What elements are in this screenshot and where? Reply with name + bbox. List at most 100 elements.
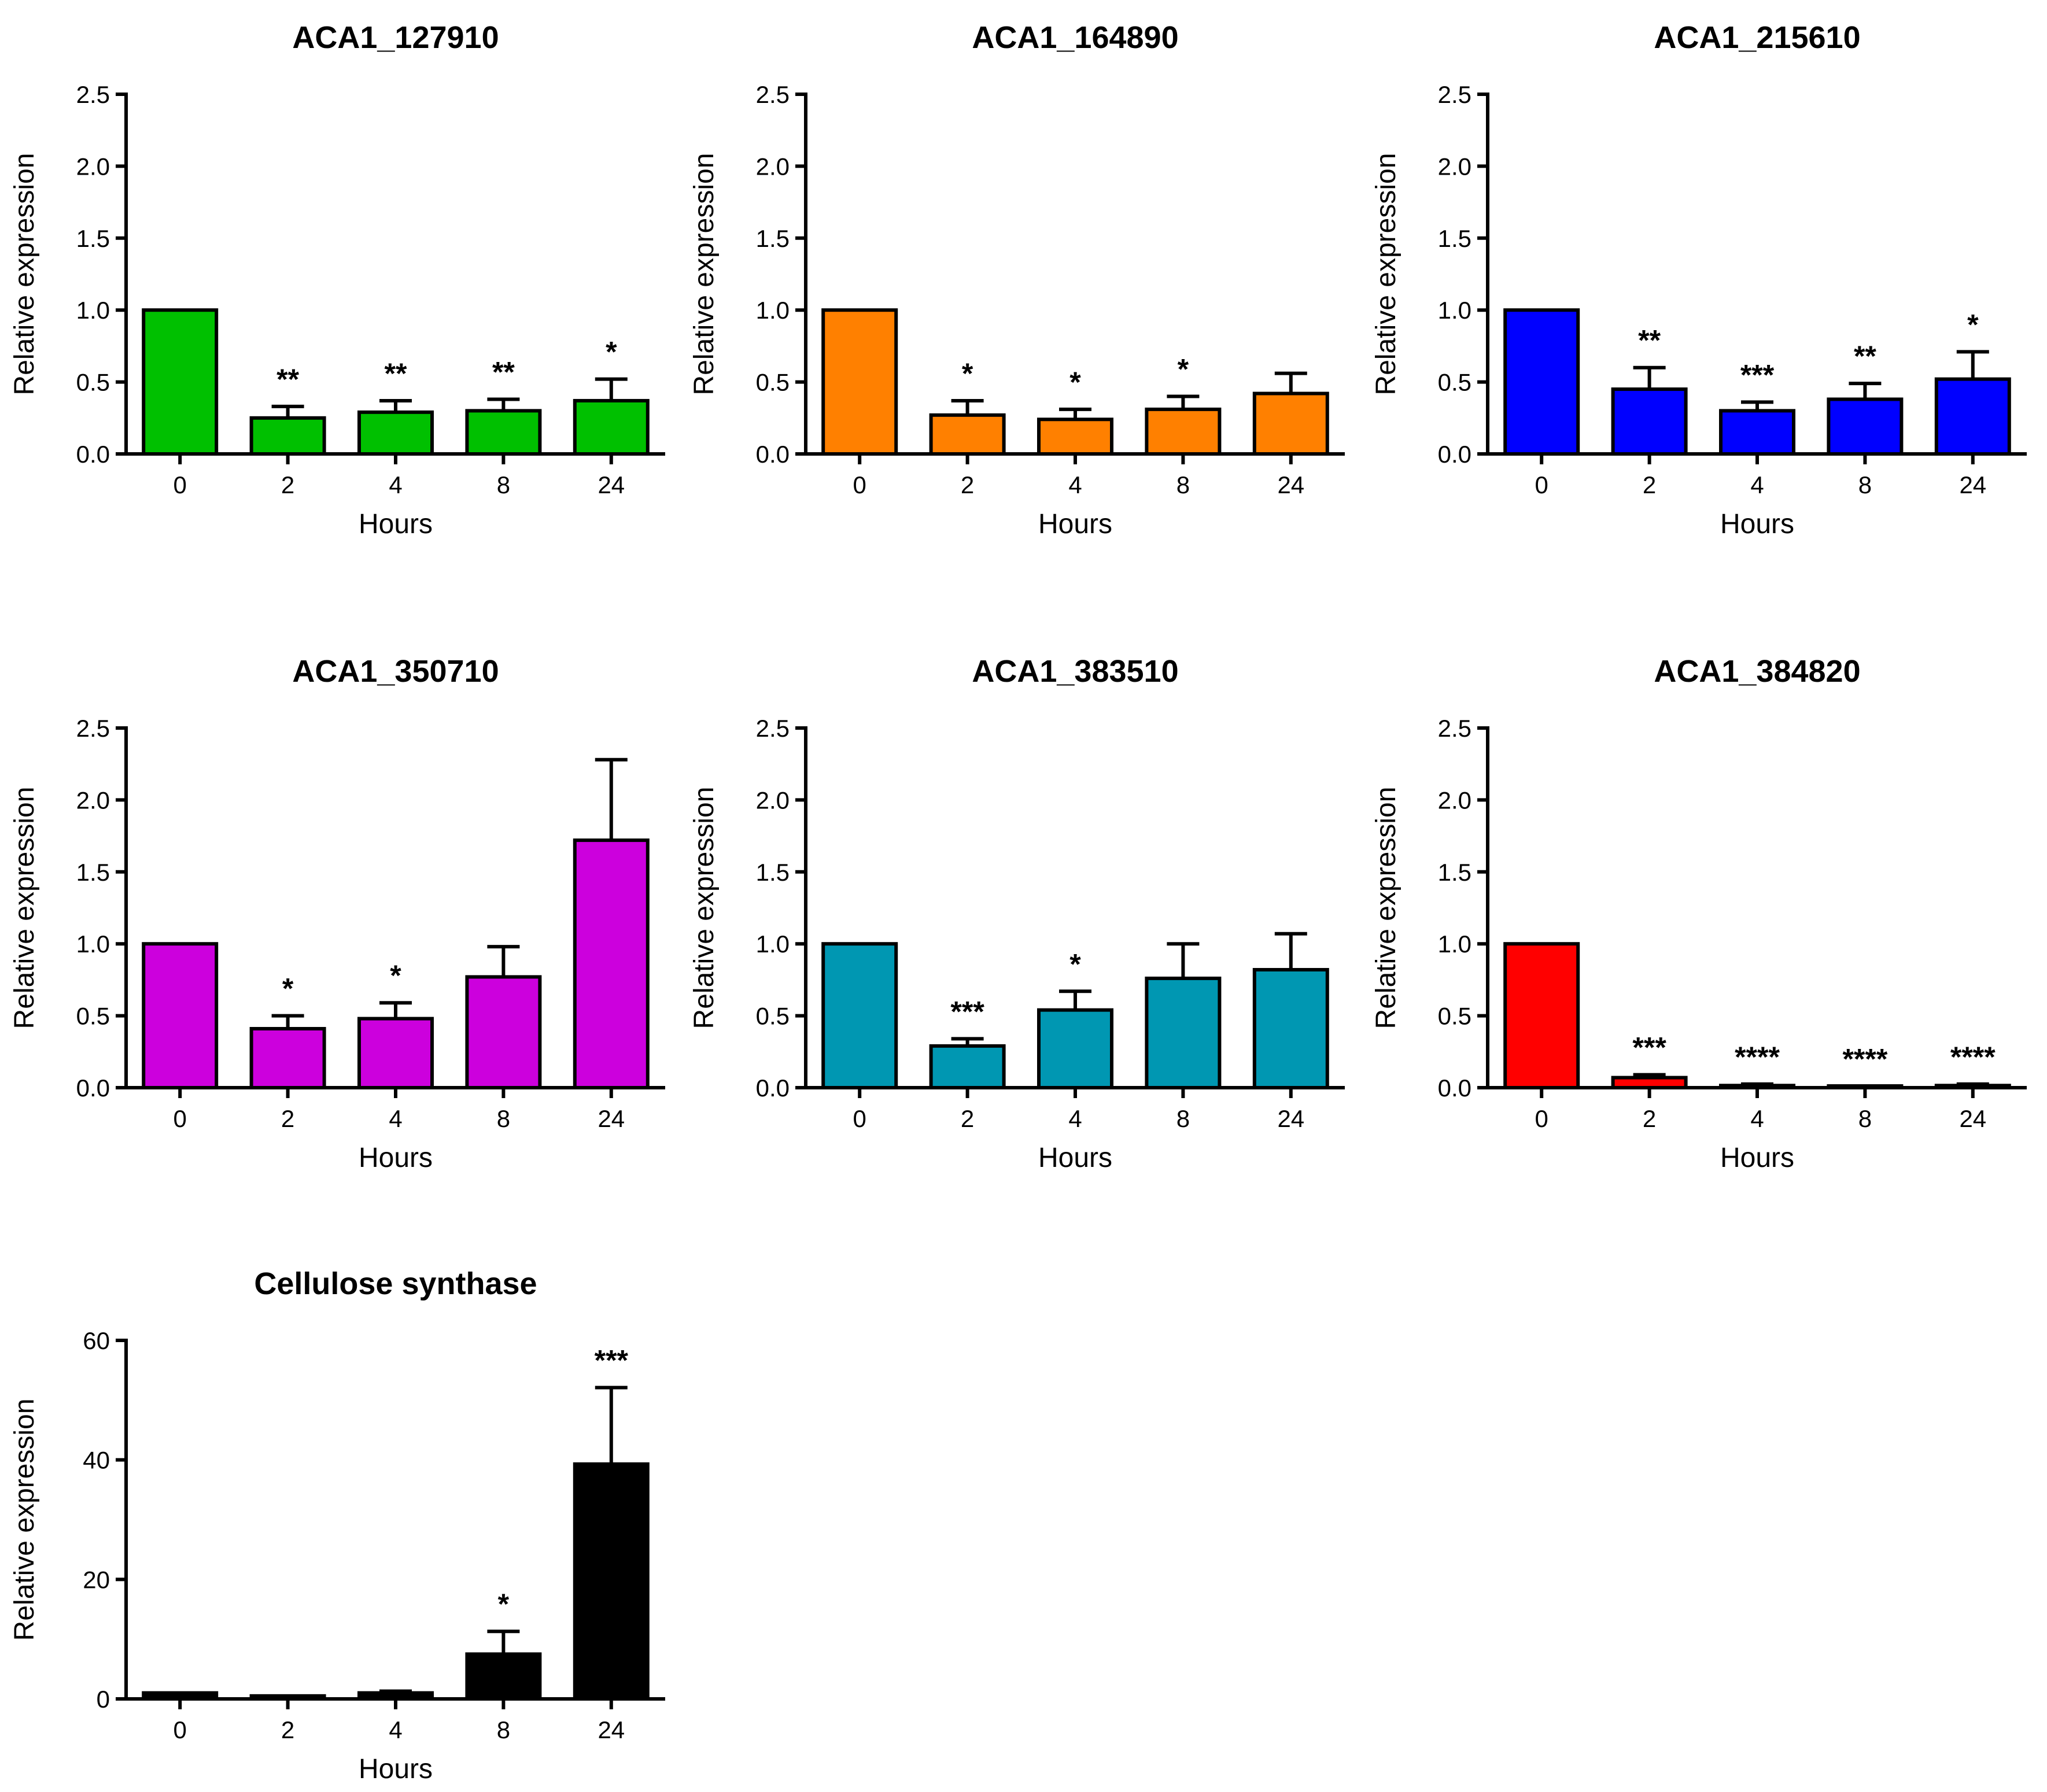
chart-title: ACA1_350710 xyxy=(292,654,499,689)
significance-label: ** xyxy=(492,356,515,388)
x-tick-label: 4 xyxy=(1068,471,1082,498)
y-tick-label: 0.0 xyxy=(756,1074,790,1102)
y-tick-label: 0.5 xyxy=(76,1003,110,1030)
x-tick-label: 8 xyxy=(497,1716,510,1743)
x-axis-label: Hours xyxy=(359,1143,433,1173)
x-tick-label: 4 xyxy=(1750,1105,1764,1132)
bar xyxy=(573,398,650,456)
bar xyxy=(1145,407,1222,456)
y-tick-label: 60 xyxy=(83,1327,110,1354)
chart-title: ACA1_127910 xyxy=(292,20,499,55)
y-axis-label: Relative expression xyxy=(9,1399,40,1641)
bar xyxy=(929,413,1006,456)
chart-title: ACA1_383510 xyxy=(972,654,1178,689)
chart-title: ACA1_164890 xyxy=(972,20,1178,55)
y-axis-label: Relative expression xyxy=(689,153,720,396)
y-tick-label: 1.0 xyxy=(1438,297,1471,324)
x-tick-label: 2 xyxy=(281,1105,294,1132)
y-tick-label: 0.0 xyxy=(1438,1074,1471,1102)
significance-label: **** xyxy=(1842,1043,1887,1076)
x-tick-label: 0 xyxy=(174,471,187,498)
y-tick-label: 2.0 xyxy=(1438,153,1471,180)
y-tick-label: 0 xyxy=(97,1686,110,1713)
y-axis-label: Relative expression xyxy=(689,787,720,1029)
significance-label: ** xyxy=(276,363,299,396)
x-tick-label: 24 xyxy=(1959,471,1986,498)
chart-panel-4: ACA1_350710 0.0 0.5 1.0 1.5 2.0 2.5 Relative ex… xyxy=(9,654,665,1173)
y-tick-label: 2.5 xyxy=(756,715,790,742)
y-tick-label: 0.5 xyxy=(756,369,790,396)
bar xyxy=(929,1044,1006,1090)
y-tick-label: 2.0 xyxy=(1438,786,1471,814)
bar xyxy=(249,1026,326,1089)
x-tick-label: 24 xyxy=(1959,1105,1986,1132)
y-tick-label: 1.0 xyxy=(76,930,110,958)
y-axis-label: Relative expression xyxy=(9,153,40,396)
y-tick-label: 1.0 xyxy=(756,930,790,958)
x-tick-label: 8 xyxy=(1176,471,1190,498)
significance-label: **** xyxy=(1950,1041,1996,1073)
y-tick-label: 2.5 xyxy=(76,81,110,108)
bar xyxy=(1145,976,1222,1089)
x-tick-label: 4 xyxy=(389,1105,402,1132)
y-tick-label: 0.0 xyxy=(76,441,110,468)
y-tick-label: 2.5 xyxy=(76,715,110,742)
y-axis-label: Relative expression xyxy=(1371,787,1401,1029)
bar xyxy=(1827,397,1904,456)
y-tick-label: 0.5 xyxy=(1438,1003,1471,1030)
bar xyxy=(1934,377,2011,456)
chart-title: ACA1_384820 xyxy=(1654,654,1860,689)
chart-panel-1: ACA1_127910 0.0 0.5 1.0 1.5 2.0 2.5 Relative ex… xyxy=(9,20,665,540)
x-tick-label: 24 xyxy=(1277,471,1304,498)
y-tick-label: 1.5 xyxy=(756,225,790,252)
y-tick-label: 0.0 xyxy=(1438,441,1471,468)
x-tick-label: 2 xyxy=(1643,1105,1656,1132)
chart-panel-2: ACA1_164890 0.0 0.5 1.0 1.5 2.0 2.5 Relative ex… xyxy=(689,20,1345,540)
x-tick-label: 8 xyxy=(497,1105,510,1132)
y-tick-label: 1.5 xyxy=(1438,859,1471,886)
x-tick-label: 0 xyxy=(1535,471,1548,498)
chart-panel-3: ACA1_215610 0.0 0.5 1.0 1.5 2.0 2.5 Relative ex… xyxy=(1371,20,2027,540)
bar xyxy=(1503,308,1580,456)
bar xyxy=(357,410,434,456)
significance-label: ** xyxy=(1638,324,1661,357)
x-tick-label: 0 xyxy=(174,1105,187,1132)
x-tick-label: 2 xyxy=(281,1716,294,1743)
bar xyxy=(1611,387,1688,456)
y-tick-label: 1.0 xyxy=(756,297,790,324)
significance-label: **** xyxy=(1735,1041,1780,1073)
y-tick-label: 0.5 xyxy=(756,1003,790,1030)
y-tick-label: 1.5 xyxy=(76,225,110,252)
y-tick-label: 1.5 xyxy=(1438,225,1471,252)
bar xyxy=(1719,409,1795,456)
y-tick-label: 2.0 xyxy=(756,786,790,814)
x-axis-label: Hours xyxy=(359,1754,433,1784)
y-tick-label: 2.5 xyxy=(756,81,790,108)
bar xyxy=(1503,942,1580,1089)
y-axis-label: Relative expression xyxy=(9,787,40,1029)
bar xyxy=(1252,967,1329,1090)
chart-title: ACA1_215610 xyxy=(1654,20,1860,55)
x-tick-label: 0 xyxy=(853,471,866,498)
x-tick-label: 24 xyxy=(597,471,625,498)
y-tick-label: 2.5 xyxy=(1438,715,1471,742)
x-tick-label: 0 xyxy=(174,1716,187,1743)
significance-label: ** xyxy=(385,357,407,390)
y-tick-label: 2.0 xyxy=(756,153,790,180)
x-tick-label: 2 xyxy=(961,1105,974,1132)
y-tick-label: 1.5 xyxy=(76,859,110,886)
y-tick-label: 1.0 xyxy=(1438,930,1471,958)
significance-label: *** xyxy=(1740,359,1775,391)
y-tick-label: 20 xyxy=(83,1566,110,1593)
y-tick-label: 0.5 xyxy=(1438,369,1471,396)
bar xyxy=(573,838,650,1089)
significance-label: * xyxy=(962,357,973,390)
y-axis-label: Relative expression xyxy=(1371,153,1401,396)
x-tick-label: 2 xyxy=(1643,471,1656,498)
x-tick-label: 8 xyxy=(497,471,510,498)
x-axis-label: Hours xyxy=(1720,509,1794,540)
bar xyxy=(465,1652,542,1701)
y-tick-label: 2.0 xyxy=(76,153,110,180)
